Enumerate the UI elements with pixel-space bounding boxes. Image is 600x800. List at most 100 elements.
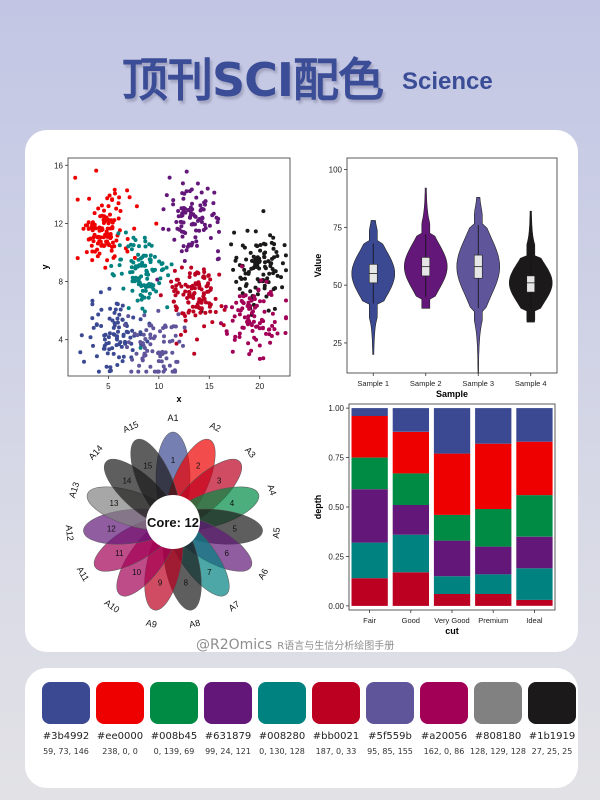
scatter-point	[159, 359, 164, 364]
scatter-point	[142, 353, 147, 358]
scatter-point	[112, 187, 117, 192]
bar-segment	[475, 408, 512, 444]
scatter-point	[115, 302, 120, 307]
color-swatch	[204, 682, 252, 724]
color-swatch	[258, 682, 306, 724]
scatter-point	[190, 207, 195, 212]
swatch-hex: #631879	[204, 731, 252, 742]
scatter-point	[141, 332, 146, 337]
swatch-rgb: 0, 130, 128	[259, 747, 305, 756]
scatter-point	[126, 314, 131, 319]
scatter-point	[181, 244, 186, 249]
scatter-point	[213, 296, 218, 301]
scatter-point	[232, 230, 237, 235]
scatter-point	[270, 267, 275, 271]
scatter-point	[189, 265, 194, 270]
scatter-point	[103, 265, 108, 270]
petal-count: 7	[207, 568, 212, 577]
scatter-point	[155, 277, 160, 282]
scatter-point	[169, 279, 174, 284]
scatter-point	[81, 226, 86, 231]
scatter-point	[194, 239, 199, 244]
bar-segment	[475, 509, 512, 547]
scatter-point	[257, 321, 262, 326]
scatter-point	[90, 316, 95, 321]
scatter-point	[115, 320, 120, 325]
scatter-point	[191, 222, 196, 227]
scatter-point	[110, 225, 115, 229]
scatter-point	[262, 286, 267, 291]
scatter-point	[120, 359, 125, 364]
scatter-point	[173, 324, 178, 329]
scatter-point	[148, 335, 153, 340]
scatter-point	[261, 356, 266, 361]
scatter-point	[258, 243, 263, 247]
scatter-point	[159, 262, 164, 266]
scatter-point	[187, 292, 192, 297]
scatter-point	[106, 204, 111, 209]
scatter-point	[108, 212, 112, 217]
scatter-point	[216, 216, 221, 221]
scatter-point	[246, 300, 251, 305]
scatter-point	[94, 354, 99, 359]
color-swatch	[96, 682, 144, 724]
scatter-point	[181, 196, 186, 201]
scatter-point	[170, 338, 175, 343]
scatter-point	[177, 281, 182, 286]
core-label: Core: 12	[147, 515, 199, 530]
scatter-point	[204, 284, 209, 289]
scatter-point	[111, 325, 116, 330]
scatter-point	[138, 330, 143, 335]
scatter-point	[105, 234, 110, 239]
scatter-point	[98, 290, 103, 295]
scatter-point	[134, 351, 139, 356]
scatter-point	[198, 310, 203, 315]
scatter-point	[143, 288, 148, 293]
scatter-point	[194, 228, 198, 233]
scatter-point	[186, 300, 191, 305]
scatter-point	[161, 339, 166, 344]
scatter-point	[163, 323, 168, 328]
scatter-point	[125, 188, 130, 193]
scatter-point	[254, 265, 259, 269]
scatter-point	[90, 302, 95, 307]
swatch-rgb: 0, 139, 69	[153, 747, 195, 756]
scatter-point	[164, 193, 169, 198]
scatter-point	[167, 363, 172, 368]
scatter-point	[99, 307, 104, 312]
bar-segment	[475, 594, 512, 606]
scatter-point	[130, 348, 135, 353]
scatter-point	[102, 337, 107, 342]
scatter-point	[109, 248, 114, 253]
scatter-point	[257, 356, 262, 361]
scatter-point	[267, 332, 272, 337]
scatter-point	[139, 274, 144, 279]
scatter-point	[156, 369, 161, 374]
scatter-point	[189, 243, 194, 248]
scatter-point	[104, 364, 109, 369]
scatter-point	[133, 238, 138, 242]
scatter-point	[95, 241, 100, 246]
scatter-point	[90, 249, 95, 254]
scatter-point	[142, 313, 147, 318]
scatter-point	[268, 340, 273, 345]
scatter-point	[115, 363, 120, 367]
x-tick-label: Fair	[363, 616, 376, 625]
scatter-point	[98, 214, 103, 219]
bar-segment	[392, 534, 429, 573]
scatter-point	[86, 220, 91, 225]
scatter-point	[202, 270, 207, 274]
scatter-point	[73, 175, 78, 180]
petal-label: A11	[75, 565, 91, 583]
scatter-point	[246, 314, 251, 319]
scatter-point	[184, 248, 189, 253]
y-tick-label: 4	[59, 336, 64, 345]
bar-segment	[516, 495, 553, 537]
scatter-point	[206, 273, 211, 278]
violin-plot: Sample 1 Sample 2 Sample 3 Sample 4 25 50 75 10…	[313, 157, 558, 399]
x-tick-label: Sample 1	[357, 379, 389, 388]
scatter-point	[183, 318, 188, 323]
scatter-point	[116, 201, 121, 206]
scatter-point	[241, 294, 246, 299]
scatter-point	[187, 189, 192, 194]
